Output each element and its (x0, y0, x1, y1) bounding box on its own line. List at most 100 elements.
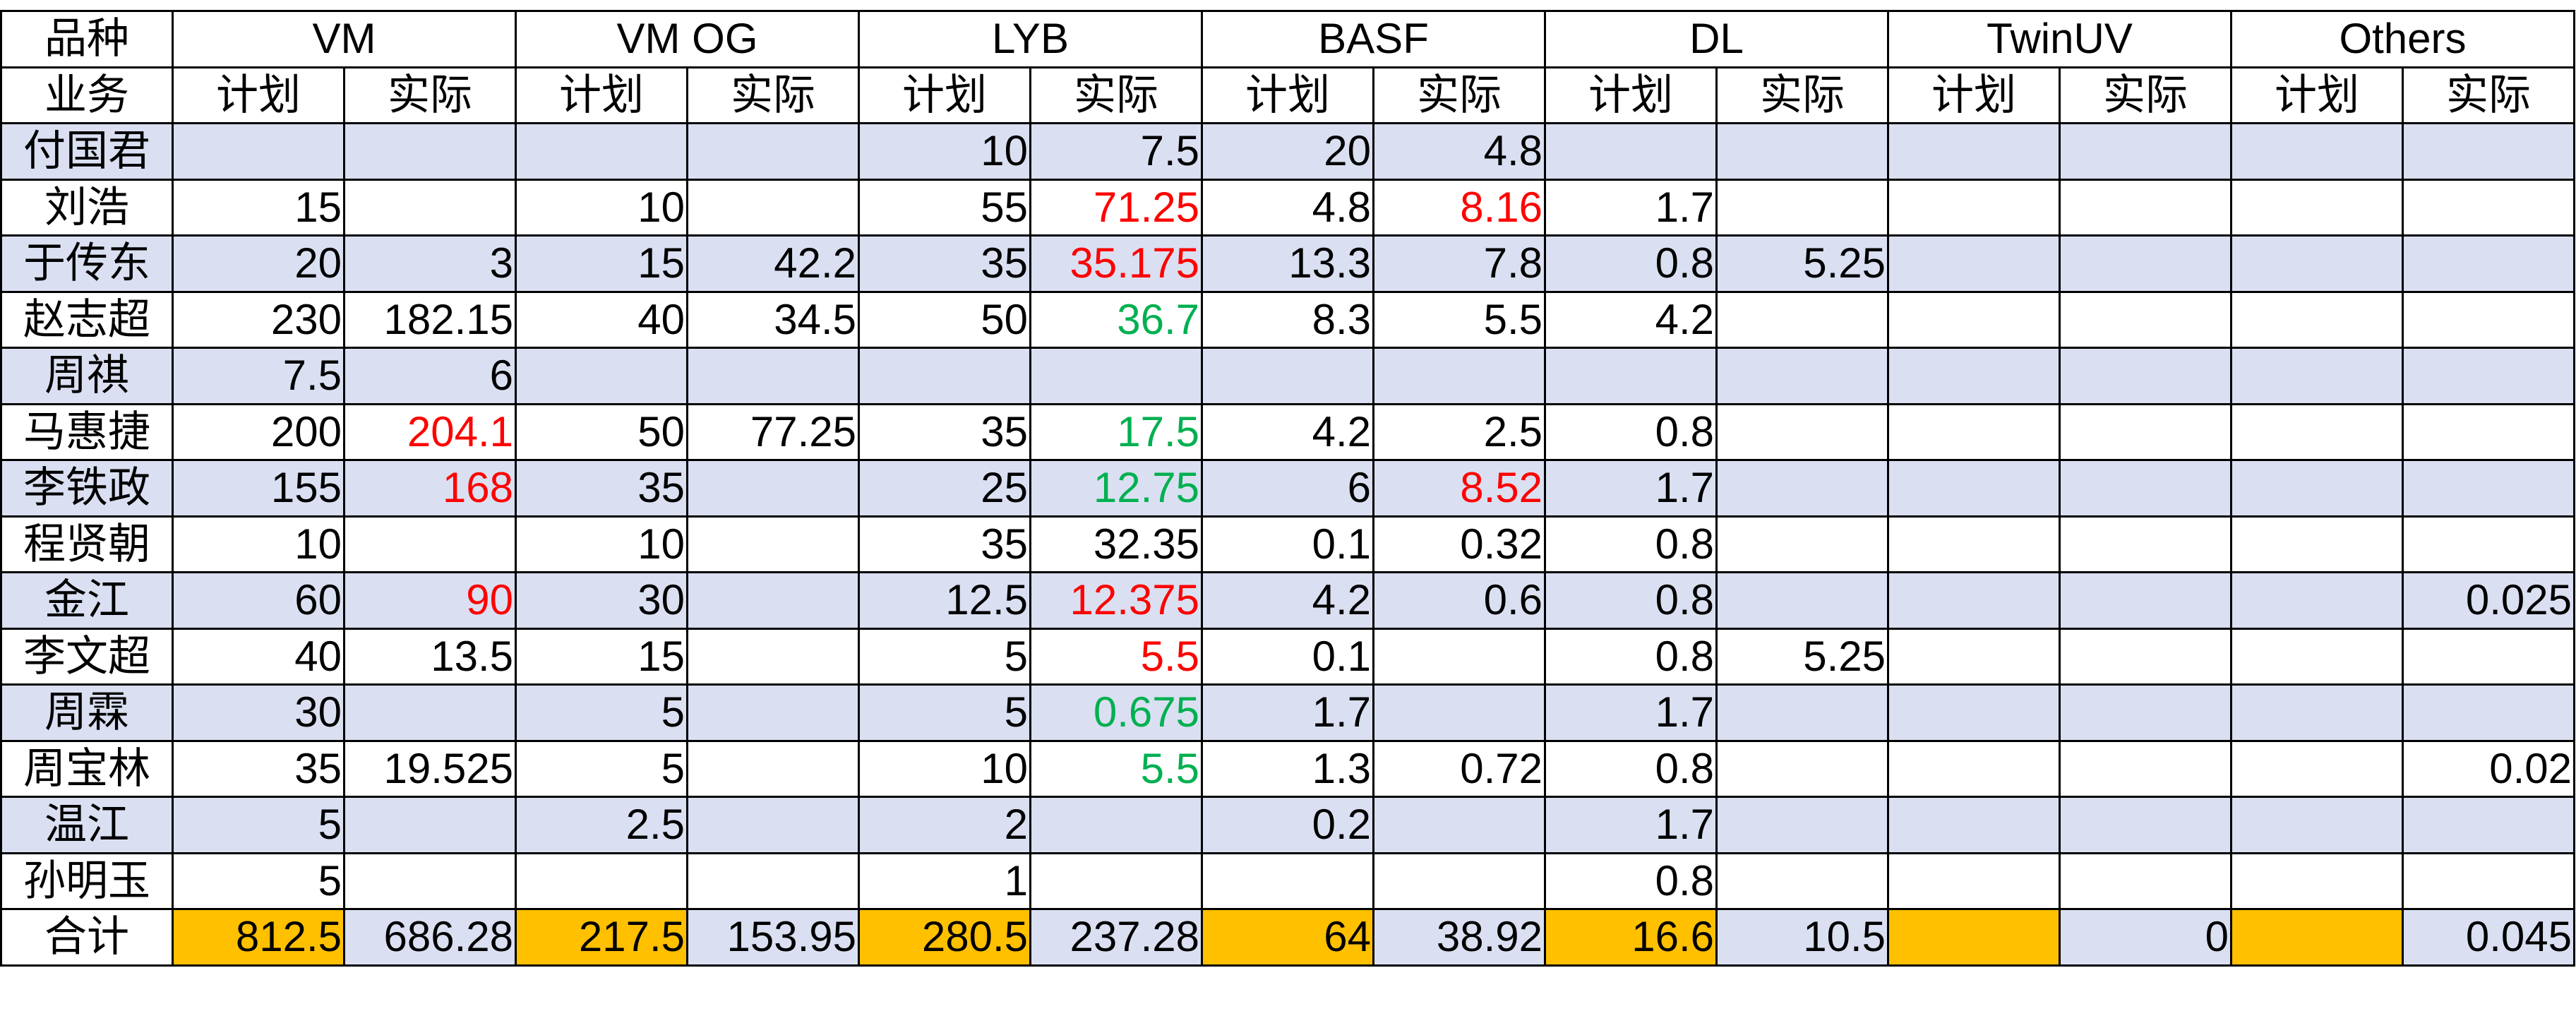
salesperson-name: 程贤朝 (0, 515, 174, 573)
plan-cell: 10 (858, 739, 1031, 798)
actual-cell (1372, 851, 1546, 910)
plan-cell (515, 851, 688, 910)
actual-cell: 5.5 (1372, 290, 1546, 349)
plan-cell (2230, 627, 2404, 686)
plan-total-cell: 280.5 (858, 908, 1031, 967)
plan-cell: 35 (172, 739, 345, 798)
plan-cell (1887, 739, 2061, 798)
plan-total-cell: 217.5 (515, 908, 688, 967)
plan-total-cell (2230, 908, 2404, 967)
header-row-product: 品种 VM VM OG LYB BASF DL TwinUV Others (0, 10, 2575, 68)
actual-cell (686, 515, 860, 573)
plan-cell (1887, 571, 2061, 630)
actual-cell: 0.025 (2402, 571, 2575, 630)
actual-cell: 5.25 (1715, 627, 1889, 686)
actual-cell (1715, 851, 1889, 910)
actual-cell (1715, 122, 1889, 181)
plan-cell: 5 (172, 796, 345, 854)
plan-cell: 1.7 (1544, 178, 1718, 237)
actual-cell (2402, 683, 2575, 742)
actual-cell: 90 (343, 571, 517, 630)
plan-cell (2230, 290, 2404, 349)
actual-cell: 17.5 (1029, 402, 1203, 461)
salesperson-name: 李铁政 (0, 459, 174, 518)
actual-cell (343, 796, 517, 854)
plan-cell: 0.8 (1544, 234, 1718, 293)
actual-cell (686, 796, 860, 854)
actual-cell (1372, 627, 1546, 686)
actual-cell (343, 178, 517, 237)
plan-cell (2230, 234, 2404, 293)
actual-cell (686, 178, 860, 237)
plan-header: 计划 (2230, 66, 2404, 124)
actual-cell: 35.175 (1029, 234, 1203, 293)
actual-cell (2402, 178, 2575, 237)
plan-cell (2230, 796, 2404, 854)
plan-cell (1887, 459, 2061, 518)
actual-cell (2402, 290, 2575, 349)
actual-cell (2059, 178, 2232, 237)
actual-header: 实际 (1715, 66, 1889, 124)
actual-cell (1372, 796, 1546, 854)
group-header-dl: DL (1544, 10, 1889, 68)
plan-cell: 6 (1201, 459, 1374, 518)
plan-cell: 20 (1201, 122, 1374, 181)
actual-cell (1715, 739, 1889, 798)
table-row: 付国君 10 7.5 20 4.8 (0, 122, 2575, 181)
plan-cell: 15 (515, 234, 688, 293)
plan-cell: 5 (858, 683, 1031, 742)
actual-cell (343, 851, 517, 910)
actual-header: 实际 (1372, 66, 1546, 124)
plan-cell: 0.8 (1544, 627, 1718, 686)
group-header-vm: VM (172, 10, 517, 68)
plan-cell: 1.7 (1201, 683, 1374, 742)
total-label: 合计 (0, 908, 174, 967)
plan-cell: 4.2 (1201, 402, 1374, 461)
actual-cell (2402, 347, 2575, 405)
actual-cell (343, 122, 517, 181)
actual-cell: 3 (343, 234, 517, 293)
plan-cell: 30 (515, 571, 688, 630)
salesperson-name: 付国君 (0, 122, 174, 181)
plan-cell: 25 (858, 459, 1031, 518)
group-header-basf: BASF (1201, 10, 1546, 68)
plan-cell: 4.2 (1201, 571, 1374, 630)
plan-cell (858, 347, 1031, 405)
plan-cell: 50 (515, 402, 688, 461)
plan-total-cell (1887, 908, 2061, 967)
actual-cell (1715, 796, 1889, 854)
plan-cell: 15 (172, 178, 345, 237)
plan-cell (2230, 178, 2404, 237)
plan-cell: 0.8 (1544, 402, 1718, 461)
salesperson-name: 马惠捷 (0, 402, 174, 461)
table-row: 周霖 30 5 5 0.675 1.7 1.7 (0, 683, 2575, 742)
header-business-label: 业务 (0, 66, 174, 124)
actual-cell: 204.1 (343, 402, 517, 461)
actual-cell: 12.75 (1029, 459, 1203, 518)
actual-cell (2402, 459, 2575, 518)
plan-cell: 5 (858, 627, 1031, 686)
actual-cell (343, 683, 517, 742)
plan-cell: 1.7 (1544, 459, 1718, 518)
actual-cell: 5.5 (1029, 739, 1203, 798)
plan-cell: 155 (172, 459, 345, 518)
actual-cell (1029, 347, 1203, 405)
plan-cell (2230, 571, 2404, 630)
plan-cell: 0.8 (1544, 739, 1718, 798)
actual-cell: 77.25 (686, 402, 860, 461)
plan-header: 计划 (515, 66, 688, 124)
plan-cell: 1.7 (1544, 796, 1718, 854)
actual-cell: 4.8 (1372, 122, 1546, 181)
plan-cell (2230, 122, 2404, 181)
actual-cell: 0.675 (1029, 683, 1203, 742)
actual-cell (2059, 459, 2232, 518)
plan-cell: 13.3 (1201, 234, 1374, 293)
actual-cell (2402, 402, 2575, 461)
plan-cell: 1 (858, 851, 1031, 910)
actual-cell (1715, 347, 1889, 405)
plan-cell: 0.2 (1201, 796, 1374, 854)
plan-cell (1887, 122, 2061, 181)
plan-cell: 40 (515, 290, 688, 349)
plan-cell: 10 (515, 515, 688, 573)
actual-cell (2059, 515, 2232, 573)
